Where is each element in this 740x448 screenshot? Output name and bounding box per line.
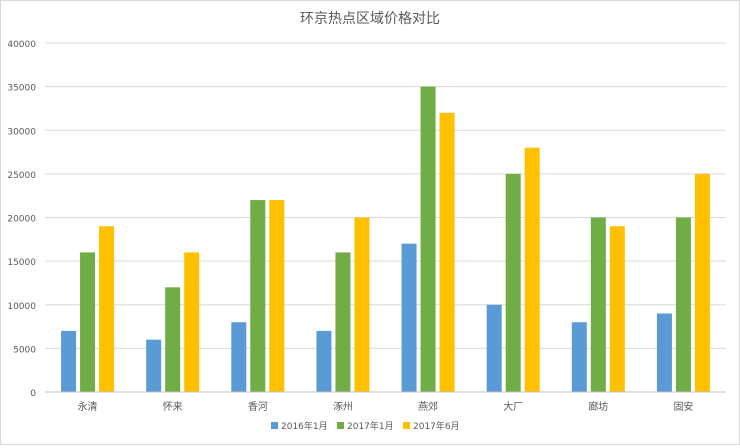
bar — [609, 226, 625, 392]
chart-title: 环京热点区域价格对比 — [300, 11, 440, 27]
x-tick-label: 固安 — [673, 400, 693, 413]
bar — [80, 252, 96, 392]
legend-label: 2017年1月 — [347, 420, 394, 432]
y-axis: 0 5000 10000 15000 20000 25000 30000 35000 40000 — [7, 40, 36, 399]
bar — [146, 339, 162, 392]
bar — [524, 147, 540, 392]
x-tick-label: 香河 — [248, 401, 268, 413]
x-tick-label: 涿州 — [333, 401, 353, 413]
x-tick-label: 大厂 — [503, 400, 523, 413]
bar — [675, 217, 691, 392]
bar — [420, 86, 436, 392]
bars — [61, 86, 710, 393]
y-tick-label: 5000 — [13, 345, 36, 355]
bar — [401, 243, 417, 392]
y-tick-label: 25000 — [7, 171, 36, 181]
legend-swatch — [403, 422, 410, 429]
legend-swatch — [271, 422, 278, 429]
legend-label: 2016年1月 — [281, 420, 328, 432]
legend-label: 2017年6月 — [413, 420, 460, 432]
x-tick-label: 怀来 — [163, 401, 183, 413]
y-tick-label: 40000 — [7, 40, 36, 50]
bar — [250, 200, 266, 392]
bar — [505, 173, 521, 392]
legend-swatch — [337, 422, 344, 429]
x-tick-label: 廊坊 — [588, 400, 608, 413]
bar — [590, 217, 606, 392]
bar — [99, 226, 115, 392]
bar — [165, 287, 181, 392]
bar — [571, 322, 587, 392]
y-tick-label: 30000 — [7, 127, 36, 137]
x-axis: 永清 怀来 香河 涿州 燕郊 大厂 廊坊 固安 — [45, 391, 726, 413]
legend: 2016年1月 2017年1月 2017年6月 — [271, 420, 460, 432]
bar — [354, 217, 370, 392]
bar — [486, 304, 502, 392]
bar — [694, 173, 710, 392]
bar — [656, 313, 672, 392]
bar — [269, 200, 285, 392]
y-tick-label: 0 — [30, 389, 36, 399]
y-tick-label: 10000 — [7, 302, 36, 312]
x-tick-label: 燕郊 — [418, 400, 438, 413]
bar — [316, 330, 332, 392]
x-tick-label: 永清 — [78, 400, 98, 413]
bar — [335, 252, 351, 392]
bar — [231, 322, 247, 392]
bar — [184, 252, 200, 392]
y-tick-label: 35000 — [7, 84, 36, 94]
y-tick-label: 20000 — [7, 215, 36, 225]
bar — [439, 112, 455, 393]
bar — [61, 330, 77, 392]
y-tick-label: 15000 — [7, 258, 36, 268]
